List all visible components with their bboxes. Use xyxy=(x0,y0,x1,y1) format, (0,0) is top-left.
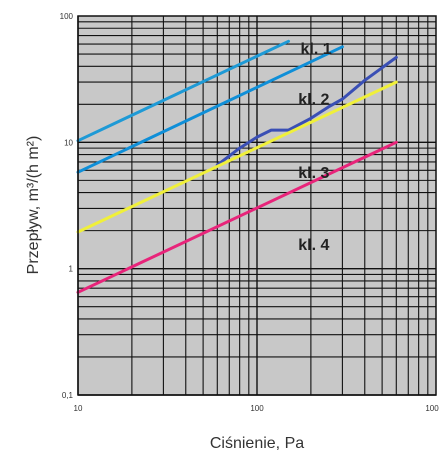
series-group xyxy=(76,39,398,294)
x-tick-label: 100 xyxy=(425,404,439,413)
annotation-kl-2: kl. 2 xyxy=(298,91,329,108)
annotation-kl-3: kl. 3 xyxy=(298,165,329,182)
y-tick-label: 10 xyxy=(64,138,73,147)
series-line-3 xyxy=(215,55,398,167)
grid xyxy=(77,16,436,396)
x-tick-label: 100 xyxy=(250,404,264,413)
series-line-4 xyxy=(76,80,398,234)
x-tick-label: 10 xyxy=(74,404,83,413)
annotations: kl. 1 kl. 2 kl. 3 kl. 4 xyxy=(298,41,331,254)
series-line-2 xyxy=(76,45,344,174)
y-axis-title: Przepływ, m³/(h m²) xyxy=(25,136,42,275)
series-line-1 xyxy=(76,39,290,143)
x-axis-title: Ciśnienie, Pa xyxy=(210,435,304,452)
series-line-5 xyxy=(76,140,398,294)
annotation-kl-1: kl. 1 xyxy=(301,41,332,58)
y-tick-label: 0,1 xyxy=(62,391,74,400)
plot-frame xyxy=(77,15,437,396)
annotation-kl-4: kl. 4 xyxy=(298,237,329,254)
tick-labels: 10 100 100 0,1 1 10 100 xyxy=(60,12,440,413)
y-tick-label: 1 xyxy=(69,265,74,274)
y-tick-label: 100 xyxy=(60,12,74,21)
